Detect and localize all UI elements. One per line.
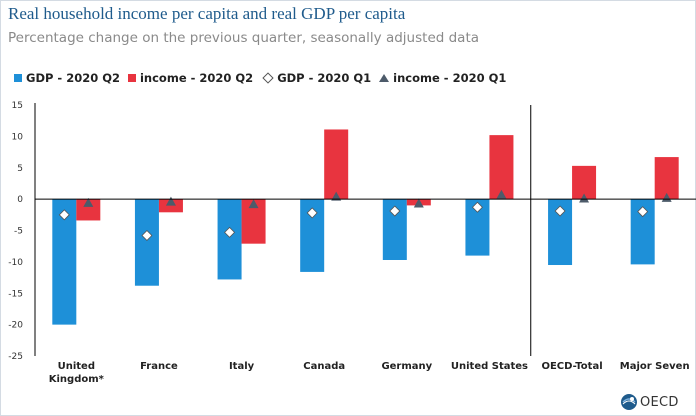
axis-layer	[34, 103, 696, 356]
y-tick-label: 10	[12, 132, 24, 142]
legend-item-income-q2: income - 2020 Q2	[127, 71, 254, 85]
marker-gdp-q1	[141, 230, 153, 242]
oecd-globe-icon	[621, 394, 637, 410]
labels-layer: United Kingdom* France Italy Canada Germany Un…	[8, 101, 689, 385]
marker-income-q1	[496, 189, 507, 199]
bar-income-q2	[158, 199, 183, 213]
chart-subtitle: Percentage change on the previous quarte…	[8, 30, 480, 46]
legend: GDP - 2020 Q2 income - 2020 Q2 GDP - 202…	[14, 70, 514, 86]
category-label: Italy	[229, 361, 255, 372]
marker-gdp-q1	[554, 205, 566, 217]
marker-income-q1	[248, 199, 259, 209]
marker-income-q1	[83, 197, 94, 207]
marker-gdp-q1	[306, 207, 318, 219]
legend-swatch-income-q2	[127, 74, 136, 82]
marker-gdp-q1	[389, 205, 401, 217]
oecd-logo: OECD	[620, 393, 679, 411]
y-tick-label: 5	[17, 164, 23, 174]
category-label: Canada	[303, 361, 345, 372]
y-tick-label: 15	[12, 101, 23, 111]
legend-item-income-q1: income - 2020 Q1	[379, 71, 506, 85]
legend-item-gdp-q1: GDP - 2020 Q1	[261, 71, 371, 85]
category-label: OECD-Total	[541, 361, 602, 372]
category-label: Kingdom*	[49, 374, 105, 385]
y-tick-label: -20	[8, 321, 23, 331]
marker-income-q1	[413, 198, 424, 208]
oecd-logo-text: OECD	[640, 394, 679, 410]
legend-label-gdp-q2: GDP - 2020 Q2	[26, 71, 120, 85]
category-label: Major Seven	[620, 361, 690, 372]
y-tick-label: -5	[14, 227, 23, 237]
legend-label-income-q2: income - 2020 Q2	[139, 71, 254, 85]
legend-label-income-q1: income - 2020 Q1	[393, 71, 507, 85]
bar-gdp-q2	[217, 199, 242, 280]
legend-item-gdp-q2: GDP - 2020 Q2	[14, 71, 120, 85]
category-label: France	[140, 361, 178, 372]
y-tick-label: -15	[8, 289, 23, 299]
marker-gdp-q1	[58, 209, 70, 221]
legend-swatch-gdp-q2	[14, 74, 22, 82]
category-label: United States	[451, 361, 528, 372]
y-tick-label: -10	[8, 258, 23, 268]
marker-income-q1	[165, 196, 176, 206]
marker-gdp-q1	[637, 206, 649, 218]
marker-income-q1	[579, 193, 590, 203]
legend-swatch-income-q1	[379, 74, 390, 82]
y-tick-label: -25	[8, 352, 23, 362]
bar-income-q2	[76, 199, 101, 221]
bar-income-q2	[324, 129, 349, 200]
marker-gdp-q1	[224, 226, 236, 238]
bar-income-q2	[654, 157, 679, 200]
marker-gdp-q1	[471, 201, 483, 213]
bar-gdp-q2	[134, 199, 159, 286]
chart-title: Real household income per capita and rea…	[8, 4, 406, 23]
y-tick-label: 0	[17, 195, 23, 205]
bar-income-q2	[489, 135, 514, 200]
marker-income-q1	[331, 191, 342, 201]
legend-label-gdp-q1: GDP - 2020 Q1	[277, 71, 372, 85]
bars-layer	[52, 129, 679, 325]
category-label: United	[58, 361, 95, 372]
category-label: Germany	[381, 361, 432, 372]
